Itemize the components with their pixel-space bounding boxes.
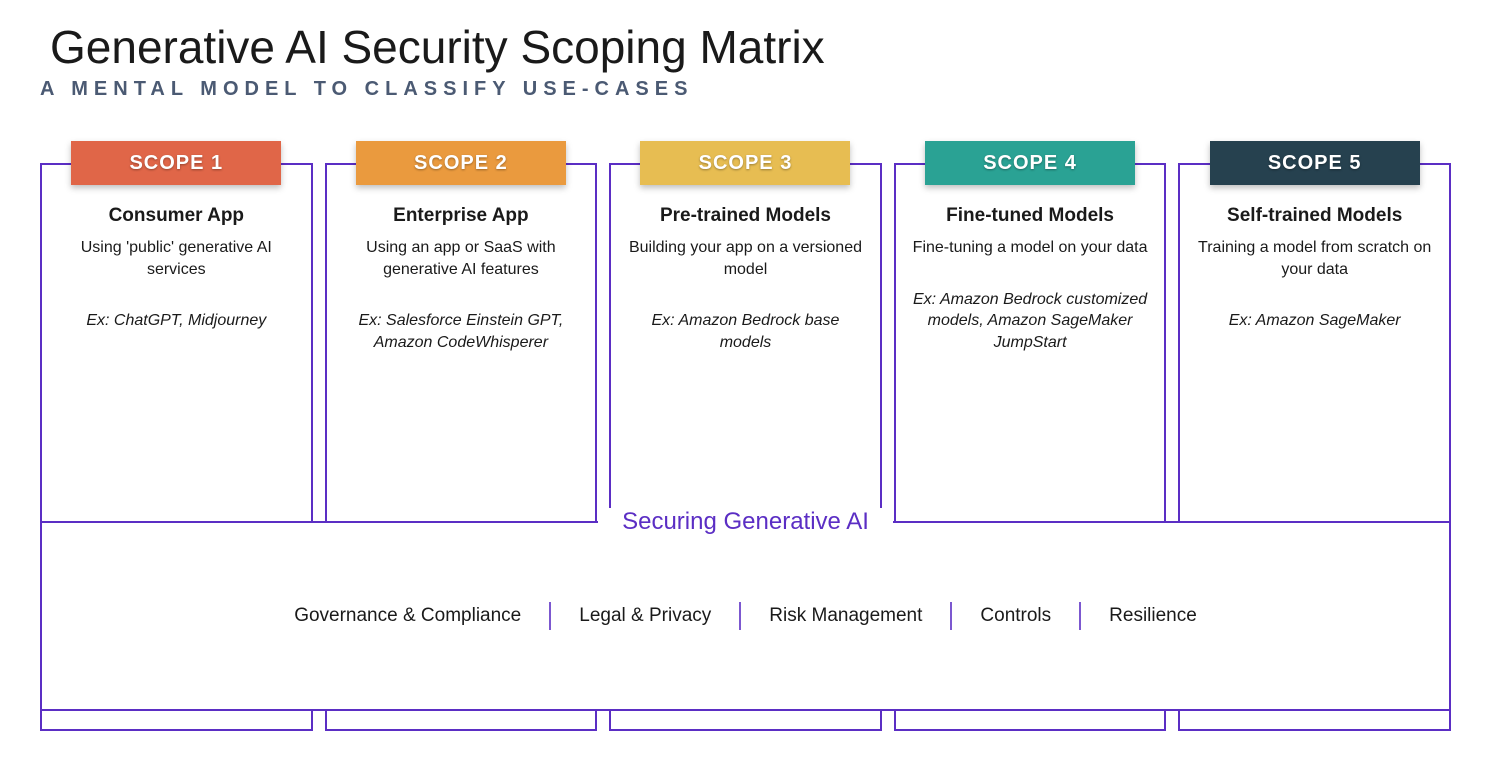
scope-heading-5: Self-trained Models [1194, 205, 1435, 227]
scope-example-1: Ex: ChatGPT, Midjourney [56, 310, 297, 332]
scope-column-2: SCOPE 2 Enterprise App Using an app or S… [325, 141, 598, 563]
scope-column-4: SCOPE 4 Fine-tuned Models Fine-tuning a … [894, 141, 1167, 563]
page-subtitle: A MENTAL MODEL TO CLASSIFY USE-CASES [40, 78, 1451, 101]
pillar-divider [739, 602, 741, 630]
pillar-risk: Risk Management [741, 605, 950, 627]
scope-heading-3: Pre-trained Models [625, 205, 866, 227]
connector-stubs [40, 711, 1451, 731]
stub-1 [40, 711, 313, 731]
scope-heading-4: Fine-tuned Models [910, 205, 1151, 227]
pillar-divider [549, 602, 551, 630]
scope-example-2: Ex: Salesforce Einstein GPT, Amazon Code… [341, 310, 582, 353]
scope-desc-5: Training a model from scratch on your da… [1194, 237, 1435, 280]
pillars-row: Governance & Compliance Legal & Privacy … [42, 523, 1449, 709]
scope-column-3: SCOPE 3 Pre-trained Models Building your… [609, 141, 882, 563]
scope-box-2: Enterprise App Using an app or SaaS with… [325, 163, 598, 563]
scope-row: SCOPE 1 Consumer App Using 'public' gene… [40, 141, 1451, 563]
page-title: Generative AI Security Scoping Matrix [50, 20, 1451, 74]
scope-badge-1: SCOPE 1 [71, 141, 281, 185]
scope-column-5: SCOPE 5 Self-trained Models Training a m… [1178, 141, 1451, 563]
securing-box: Securing Generative AI Governance & Comp… [40, 521, 1451, 711]
scope-box-3: Pre-trained Models Building your app on … [609, 163, 882, 563]
stub-3 [609, 711, 882, 731]
scope-box-4: Fine-tuned Models Fine-tuning a model on… [894, 163, 1167, 563]
pillar-governance: Governance & Compliance [266, 605, 549, 627]
pillar-divider [1079, 602, 1081, 630]
scope-badge-2: SCOPE 2 [356, 141, 566, 185]
stub-5 [1178, 711, 1451, 731]
scope-badge-4: SCOPE 4 [925, 141, 1135, 185]
scope-heading-1: Consumer App [56, 205, 297, 227]
scope-badge-5: SCOPE 5 [1210, 141, 1420, 185]
pillar-resilience: Resilience [1081, 605, 1225, 627]
pillar-controls: Controls [952, 605, 1079, 627]
scope-desc-4: Fine-tuning a model on your data [910, 237, 1151, 259]
scope-example-4: Ex: Amazon Bedrock customized models, Am… [910, 289, 1151, 354]
scope-heading-2: Enterprise App [341, 205, 582, 227]
scope-box-5: Self-trained Models Training a model fro… [1178, 163, 1451, 563]
stub-2 [325, 711, 598, 731]
scope-badge-3: SCOPE 3 [640, 141, 850, 185]
stub-4 [894, 711, 1167, 731]
scoping-matrix: SCOPE 1 Consumer App Using 'public' gene… [40, 141, 1451, 731]
scope-desc-3: Building your app on a versioned model [625, 237, 866, 280]
scope-example-3: Ex: Amazon Bedrock base models [625, 310, 866, 353]
scope-example-5: Ex: Amazon SageMaker [1194, 310, 1435, 332]
scope-desc-1: Using 'public' generative AI services [56, 237, 297, 280]
scope-column-1: SCOPE 1 Consumer App Using 'public' gene… [40, 141, 313, 563]
scope-box-1: Consumer App Using 'public' generative A… [40, 163, 313, 563]
pillar-legal: Legal & Privacy [551, 605, 739, 627]
scope-desc-2: Using an app or SaaS with generative AI … [341, 237, 582, 280]
pillar-divider [950, 602, 952, 630]
